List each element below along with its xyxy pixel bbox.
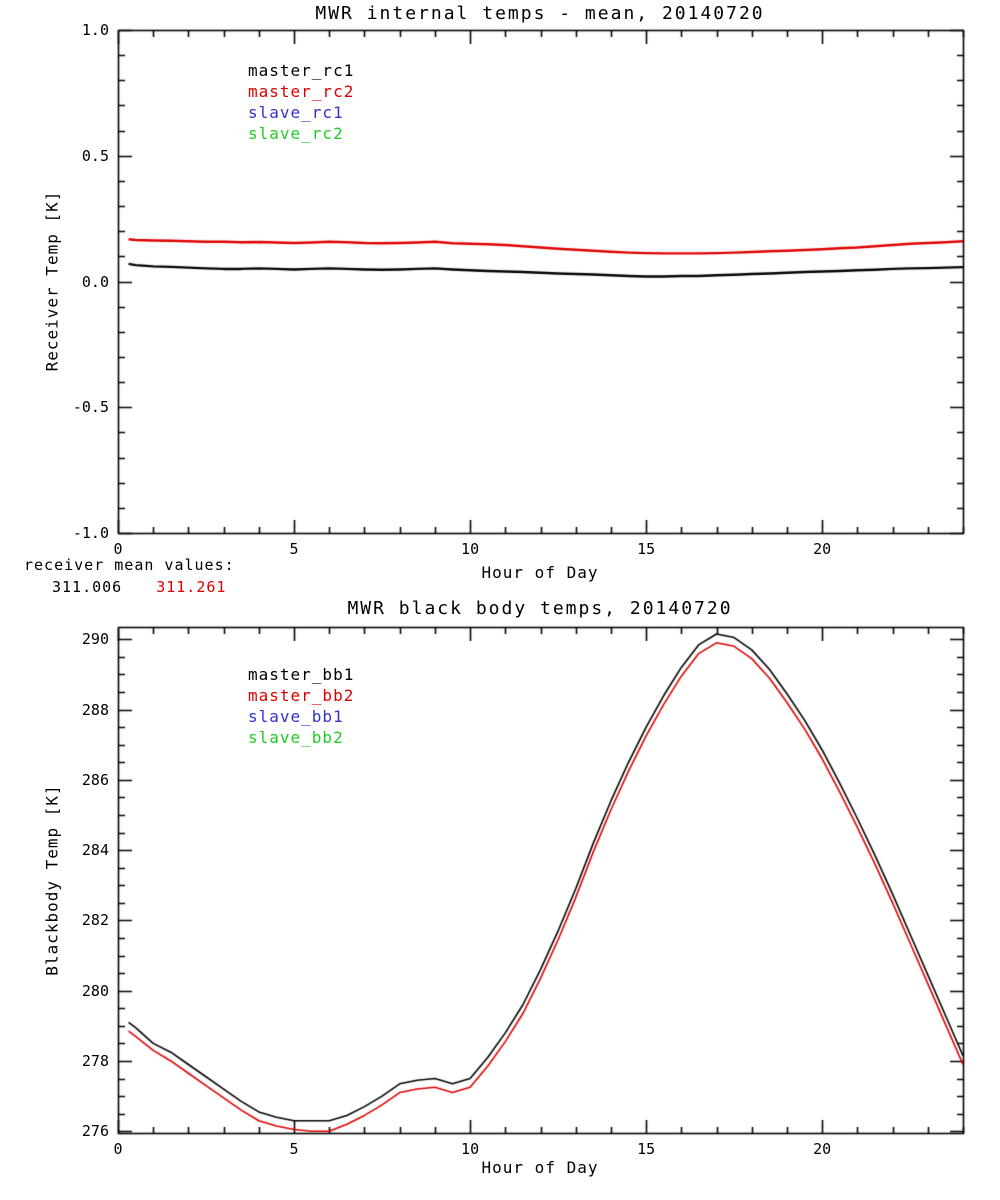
y-tick-label: 288 [81, 700, 109, 719]
receiver-mean-values: 311.006 311.261 [52, 578, 226, 596]
top-chart-legend: master_rc1 master_rc2 slave_rc1 slave_rc… [248, 60, 354, 144]
receiver-mean-caption: receiver mean values: [24, 556, 235, 574]
legend-item-master-rc2: master_rc2 [248, 82, 355, 101]
y-tick-label: 1.0 [81, 21, 109, 39]
x-tick-label: 0 [113, 540, 123, 558]
y-tick-label: 284 [81, 841, 109, 860]
bottom-chart-legend: master_bb1 master_bb2 slave_bb1 slave_bb… [248, 664, 354, 748]
x-tick-label: 5 [289, 1140, 299, 1158]
bottom-chart-title: MWR black body temps, 20140720 [347, 598, 733, 619]
receiver-mean-value-2: 311.261 [156, 578, 227, 596]
legend-item-slave-rc1: slave_rc1 [248, 103, 344, 122]
x-tick-label: 15 [637, 1140, 656, 1158]
legend-item-master-rc1: master_rc1 [248, 61, 355, 80]
x-tick-label: 20 [813, 540, 832, 558]
receiver-mean-value-1: 311.006 [52, 578, 123, 596]
bottom-chart-y-axis-label: Blackbody Temp [K] [42, 784, 62, 976]
y-tick-label: 286 [81, 770, 109, 789]
y-tick-label: -1.0 [72, 524, 109, 542]
legend-item-master-bb2: master_bb2 [248, 686, 355, 705]
x-tick-label: 20 [813, 1140, 832, 1158]
y-tick-label: 0.0 [81, 272, 109, 291]
top-chart-title: MWR internal temps - mean, 20140720 [315, 3, 765, 24]
top-chart-x-axis-label: Hour of Day [481, 563, 599, 582]
x-tick-label: 15 [637, 540, 656, 558]
legend-item-slave-bb1: slave_bb1 [248, 707, 344, 726]
y-tick-label: -0.5 [72, 398, 109, 417]
legend-item-master-bb1: master_bb1 [248, 665, 355, 684]
y-tick-label: 282 [81, 911, 109, 930]
y-tick-label: 290 [81, 630, 109, 649]
x-tick-label: 10 [461, 540, 480, 558]
bottom-chart-x-axis-label: Hour of Day [481, 1158, 599, 1177]
y-tick-label: 278 [81, 1051, 109, 1070]
top-chart-y-axis-label: Receiver Temp [K] [42, 190, 62, 372]
legend-item-slave-bb2: slave_bb2 [248, 728, 344, 747]
x-tick-label: 10 [461, 1140, 480, 1158]
x-tick-label: 5 [289, 540, 299, 558]
y-tick-label: 0.5 [81, 146, 109, 165]
y-tick-label: 276 [81, 1122, 109, 1141]
y-tick-label: 280 [81, 981, 109, 1000]
x-tick-label: 0 [113, 1140, 123, 1158]
legend-item-slave-rc2: slave_rc2 [248, 124, 344, 143]
